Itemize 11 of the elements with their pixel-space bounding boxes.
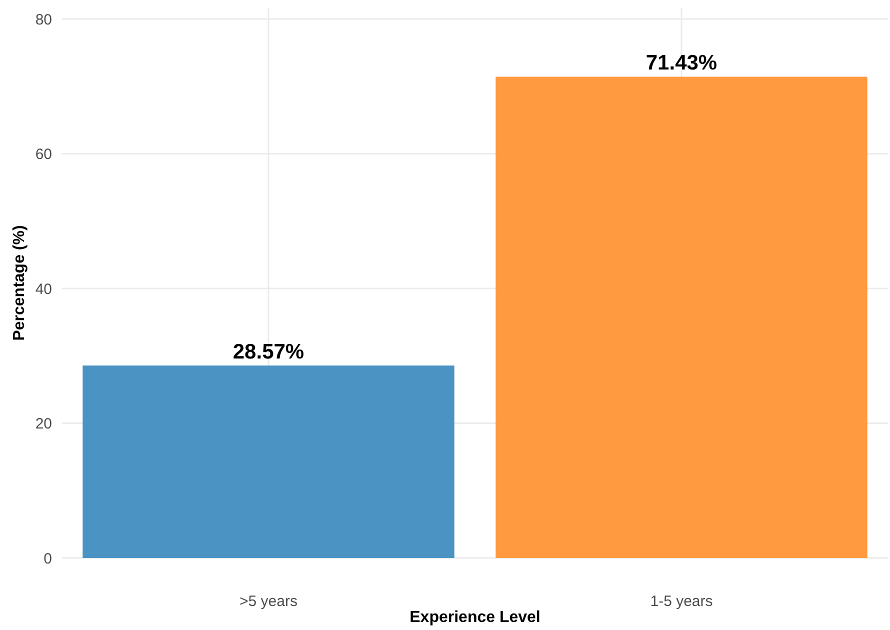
y-tick-label: 0 bbox=[44, 550, 52, 568]
data-label: 71.43% bbox=[646, 52, 718, 75]
data-label: 28.57% bbox=[232, 340, 304, 364]
x-axis-title: Experience Level bbox=[410, 609, 540, 626]
x-tick-label: 1-5 years bbox=[650, 593, 713, 610]
y-tick-label: 60 bbox=[35, 146, 52, 163]
y-axis-title: Percentage (%) bbox=[11, 225, 28, 341]
y-tick-label: 40 bbox=[35, 280, 52, 298]
y-tick-label: 20 bbox=[35, 416, 52, 432]
y-tick-label: 80 bbox=[35, 11, 52, 28]
x-tick-label: >5 years bbox=[240, 593, 298, 610]
